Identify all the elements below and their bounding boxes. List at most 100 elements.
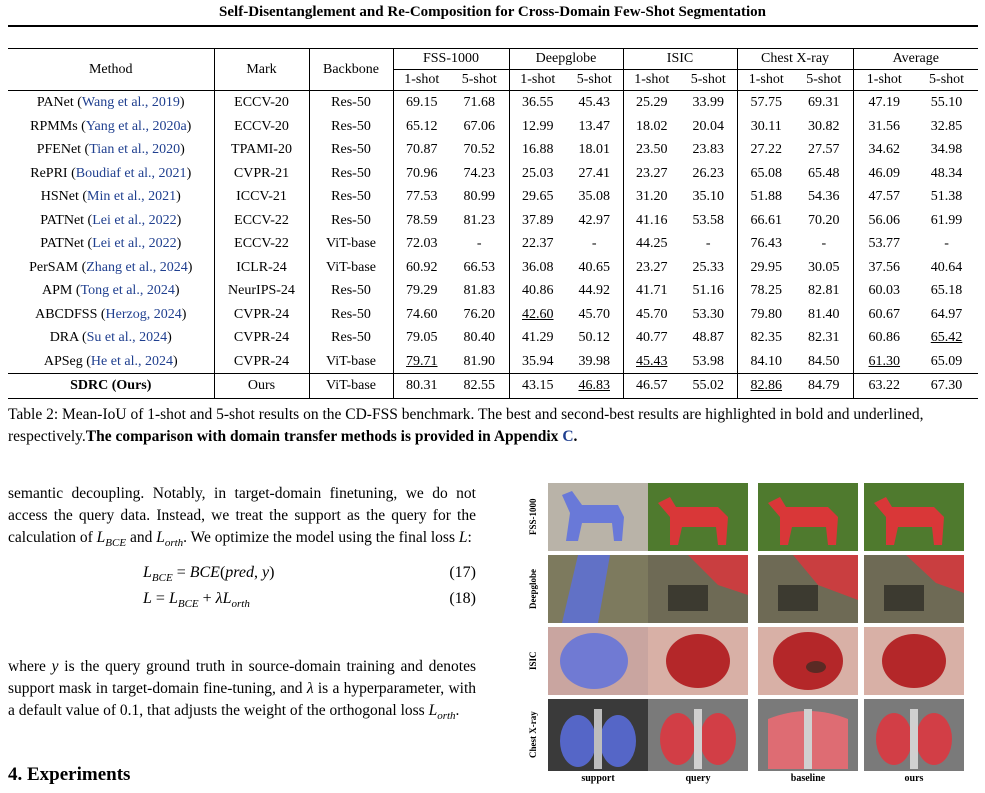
method-citation[interactable]: Zhang et al., 2024 bbox=[86, 259, 188, 275]
method-citation[interactable]: He et al., 2024 bbox=[90, 353, 173, 369]
method-citation[interactable]: Boudiaf et al., 2021 bbox=[75, 165, 187, 181]
method-cell: RePRI (Boudiaf et al., 2021) bbox=[8, 162, 214, 186]
value-cell: 46.83 bbox=[578, 378, 611, 394]
value-cell: 25.33 bbox=[692, 259, 725, 275]
method-paren: ) bbox=[186, 118, 192, 134]
method-citation[interactable]: Min et al., 2021 bbox=[87, 189, 177, 205]
value-cell: 65.09 bbox=[930, 353, 963, 369]
method-cell: HSNet (Min et al., 2021) bbox=[8, 185, 214, 209]
method-paren: ) bbox=[180, 142, 185, 158]
method-name: RePRI ( bbox=[30, 165, 76, 181]
chest-ours-image bbox=[864, 699, 964, 771]
method-cell: APM (Tong et al., 2024) bbox=[8, 279, 214, 303]
method-citation[interactable]: Lei et al., 2022 bbox=[92, 212, 177, 228]
method-citation[interactable]: Wang et al., 2019 bbox=[81, 95, 180, 111]
header-shot: 5-shot bbox=[680, 69, 738, 91]
page-title: Self-Disentanglement and Re-Composition … bbox=[219, 4, 766, 20]
equation-17: LBCE = BCE(pred, y) (17) bbox=[143, 564, 476, 585]
chest-query-image bbox=[648, 699, 748, 771]
value-cell: 79.80 bbox=[736, 302, 796, 326]
value-cell: 25.03 bbox=[508, 161, 566, 185]
value-cell: 74.60 bbox=[392, 302, 450, 326]
value-cell: 53.98 bbox=[692, 353, 725, 369]
method-paren: ) bbox=[172, 353, 178, 369]
header-rule bbox=[8, 25, 978, 27]
value-cell: 56.06 bbox=[852, 208, 916, 232]
value-cell: 35.08 bbox=[578, 189, 611, 205]
value-cell: 79.05 bbox=[392, 326, 450, 350]
table-row: RePRI (Boudiaf et al., 2021) CVPR-21 Res-5… bbox=[8, 161, 978, 186]
method-cell: DRA (Su et al., 2024) bbox=[8, 326, 214, 350]
value-cell: 70.87 bbox=[392, 138, 450, 162]
equation-17-number: (17) bbox=[449, 564, 476, 582]
mark-cell: ECCV-22 bbox=[213, 208, 309, 232]
header-shot: 5-shot bbox=[450, 69, 509, 91]
header-shot: 5-shot bbox=[795, 69, 854, 91]
method-name: RPMMs ( bbox=[30, 118, 86, 134]
value-cell: 31.56 bbox=[852, 114, 916, 138]
value-cell: 18.01 bbox=[578, 142, 611, 158]
method-cell: APSeg (He et al., 2024) bbox=[8, 350, 214, 374]
col-label-ours: ours bbox=[904, 773, 924, 784]
method-paren: ) bbox=[174, 283, 180, 299]
table-row: PATNet (Lei et al., 2022) ECCV-22 Res-50 78… bbox=[8, 208, 978, 232]
method-paren: ) bbox=[167, 330, 172, 346]
value-cell: 37.56 bbox=[852, 255, 916, 279]
mark-cell: ECCV-22 bbox=[213, 232, 309, 256]
value-cell: 84.50 bbox=[808, 353, 840, 369]
row-label-chest: Chest X-ray bbox=[528, 711, 538, 759]
value-cell: 55.02 bbox=[692, 378, 725, 394]
value-cell: 13.47 bbox=[578, 118, 611, 134]
results-table: Method Mark Backbone FSS-1000 Deepglobe ISIC C… bbox=[8, 48, 979, 399]
value-cell: 70.20 bbox=[808, 212, 840, 228]
header-shot: 1-shot bbox=[392, 69, 450, 91]
method-citation[interactable]: Su et al., 2024 bbox=[86, 330, 168, 346]
mark-cell: ECCV-20 bbox=[213, 114, 309, 138]
method-citation[interactable]: Lei et al., 2022 bbox=[92, 236, 177, 252]
isic-baseline-image bbox=[758, 627, 858, 695]
table-row: RPMMs (Yang et al., 2020a) ECCV-20 Res-50 6… bbox=[8, 114, 978, 139]
fss-support-image bbox=[548, 483, 648, 551]
value-cell: 82.86 bbox=[736, 373, 796, 398]
value-cell: 44.92 bbox=[578, 283, 611, 299]
p2-text-c: is a hyperparameter, with a default valu… bbox=[8, 680, 476, 719]
mark-cell: CVPR-24 bbox=[213, 302, 309, 326]
value-cell: 45.43 bbox=[622, 349, 680, 374]
value-cell: 82.81 bbox=[808, 283, 840, 299]
value-cell: 69.15 bbox=[392, 90, 450, 115]
value-cell: 44.25 bbox=[622, 232, 680, 256]
table-row: DRA (Su et al., 2024) CVPR-24 Res-50 79.05 8… bbox=[8, 326, 978, 350]
value-cell: 61.99 bbox=[930, 212, 963, 228]
value-cell: 27.41 bbox=[578, 165, 611, 181]
method-cell: RPMMs (Yang et al., 2020a) bbox=[8, 115, 214, 139]
appendix-link[interactable]: C bbox=[562, 428, 574, 445]
table-row: PATNet (Lei et al., 2022) ECCV-22 ViT-base… bbox=[8, 232, 978, 256]
method-citation[interactable]: Tian et al., 2020 bbox=[89, 142, 181, 158]
body-paragraph-1: semantic decoupling. Notably, in target-… bbox=[8, 485, 476, 611]
mark-cell: CVPR-21 bbox=[213, 161, 309, 185]
table-row: PFENet (Tian et al., 2020) TPAMI-20 Res-50… bbox=[8, 138, 978, 162]
section-heading: 4. Experiments bbox=[8, 764, 131, 785]
header-shot: 1-shot bbox=[852, 69, 916, 91]
value-cell: 40.86 bbox=[508, 279, 566, 303]
method-citation[interactable]: Herzog, 2024 bbox=[105, 306, 182, 322]
value-cell: 65.48 bbox=[808, 165, 840, 181]
value-cell: 70.96 bbox=[392, 161, 450, 185]
value-cell: 67.30 bbox=[930, 378, 963, 394]
header-group-chest-x-ray: Chest X-ray bbox=[736, 48, 854, 70]
isic-ours-image bbox=[864, 627, 964, 695]
table-body: PANet (Wang et al., 2019) ECCV-20 Res-50 69… bbox=[8, 90, 979, 398]
method-name: HSNet ( bbox=[40, 189, 88, 205]
method-name: ABCDFSS ( bbox=[35, 306, 106, 322]
backbone-cell: Res-50 bbox=[308, 279, 393, 303]
method-cell: ABCDFSS (Herzog, 2024) bbox=[8, 303, 214, 327]
p1-text-b: and bbox=[126, 529, 157, 546]
header-group-average: Average bbox=[852, 48, 979, 70]
method-citation[interactable]: Tong et al., 2024 bbox=[80, 283, 175, 299]
value-cell: 74.23 bbox=[463, 165, 496, 181]
method-citation[interactable]: Yang et al., 2020a bbox=[85, 118, 187, 134]
chest-baseline-image bbox=[758, 699, 858, 771]
value-cell: 65.18 bbox=[930, 283, 963, 299]
value-cell: 81.23 bbox=[463, 212, 496, 228]
p1-text-c: . We optimize the model using the final … bbox=[183, 529, 459, 546]
